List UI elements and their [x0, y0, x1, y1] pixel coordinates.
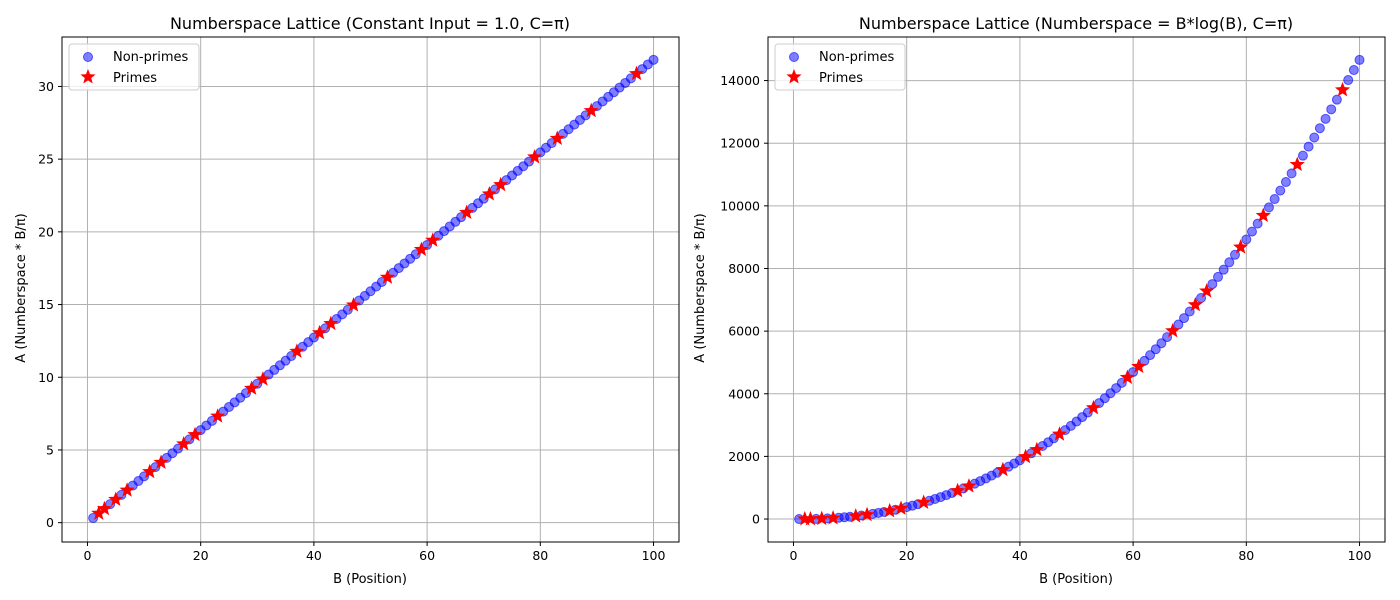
y-tick-label: 0 — [46, 515, 54, 530]
x-tick-label: 40 — [306, 548, 322, 563]
point-non-prime — [1332, 95, 1341, 104]
chart-left-y-ticks: 0 5 10 15 20 25 30 — [38, 79, 62, 530]
y-tick-label: 6000 — [728, 324, 760, 339]
y-tick-label: 12000 — [720, 136, 760, 151]
chart-right-x-ticks: 0 20 40 60 80 100 — [789, 542, 1371, 563]
chart-right-frame — [768, 37, 1385, 542]
point-non-prime — [1281, 178, 1290, 187]
point-non-prime — [649, 55, 658, 64]
legend-primes-label: Primes — [113, 71, 157, 86]
point-non-prime — [1247, 227, 1256, 236]
point-non-prime — [1321, 114, 1330, 123]
legend-non-primes-marker — [84, 53, 93, 62]
point-non-prime — [1276, 186, 1285, 195]
point-non-prime — [1304, 142, 1313, 151]
x-tick-label: 0 — [83, 548, 91, 563]
y-tick-label: 0 — [752, 512, 760, 527]
y-tick-label: 25 — [38, 152, 54, 167]
x-tick-label: 100 — [1348, 548, 1372, 563]
x-tick-label: 60 — [1125, 548, 1141, 563]
point-non-prime — [1264, 203, 1273, 212]
x-tick-label: 80 — [1238, 548, 1254, 563]
x-tick-label: 0 — [789, 548, 797, 563]
chart-right-x-label: B (Position) — [1039, 572, 1113, 587]
x-tick-label: 20 — [193, 548, 209, 563]
y-tick-label: 20 — [38, 224, 54, 239]
chart-left-x-label: B (Position) — [333, 572, 407, 587]
x-tick-label: 40 — [1012, 548, 1028, 563]
chart-left-title: Numberspace Lattice (Constant Input = 1.… — [170, 14, 570, 33]
y-tick-label: 10000 — [720, 198, 760, 213]
legend-non-primes-label: Non-primes — [819, 50, 894, 65]
chart-right-title: Numberspace Lattice (Numberspace = B*log… — [859, 14, 1293, 33]
point-non-prime — [1315, 124, 1324, 133]
point-non-prime — [1310, 133, 1319, 142]
chart-left-y-label: A (Numberspace * B/π) — [14, 213, 29, 362]
legend-non-primes-label: Non-primes — [113, 50, 188, 65]
x-tick-label: 20 — [899, 548, 915, 563]
y-tick-label: 15 — [38, 297, 54, 312]
x-tick-label: 60 — [419, 548, 435, 563]
chart-right-points — [795, 55, 1364, 525]
point-non-prime — [1298, 151, 1307, 160]
y-tick-label: 14000 — [720, 73, 760, 88]
chart-right-y-label: A (Numberspace * B/π) — [693, 213, 708, 362]
chart-right: Numberspace Lattice (Numberspace = B*log… — [693, 14, 1385, 587]
point-non-prime — [1355, 55, 1364, 64]
chart-right-grid — [768, 37, 1385, 542]
point-non-prime — [1270, 195, 1279, 204]
legend-primes-label: Primes — [819, 71, 863, 86]
y-tick-label: 30 — [38, 79, 54, 94]
point-non-prime — [1287, 169, 1296, 178]
y-tick-label: 4000 — [728, 386, 760, 401]
point-non-prime — [1349, 66, 1358, 75]
chart-left-x-ticks: 0 20 40 60 80 100 — [83, 542, 665, 563]
legend-non-primes-marker — [790, 53, 799, 62]
point-non-prime — [1225, 258, 1234, 267]
point-non-prime — [1242, 235, 1251, 244]
chart-right-legend: Non-primes Primes — [775, 44, 905, 90]
point-non-prime — [1344, 76, 1353, 85]
y-tick-label: 10 — [38, 370, 54, 385]
chart-left: Numberspace Lattice (Constant Input = 1.… — [14, 14, 679, 587]
chart-left-points — [89, 55, 658, 522]
point-non-prime — [1327, 105, 1336, 114]
chart-left-legend: Non-primes Primes — [69, 44, 199, 90]
x-tick-label: 80 — [532, 548, 548, 563]
chart-right-y-ticks: 0 2000 4000 6000 8000 10000 12000 14000 — [720, 73, 768, 526]
x-tick-label: 100 — [642, 548, 666, 563]
y-tick-label: 2000 — [728, 449, 760, 464]
y-tick-label: 8000 — [728, 261, 760, 276]
y-tick-label: 5 — [46, 442, 54, 457]
